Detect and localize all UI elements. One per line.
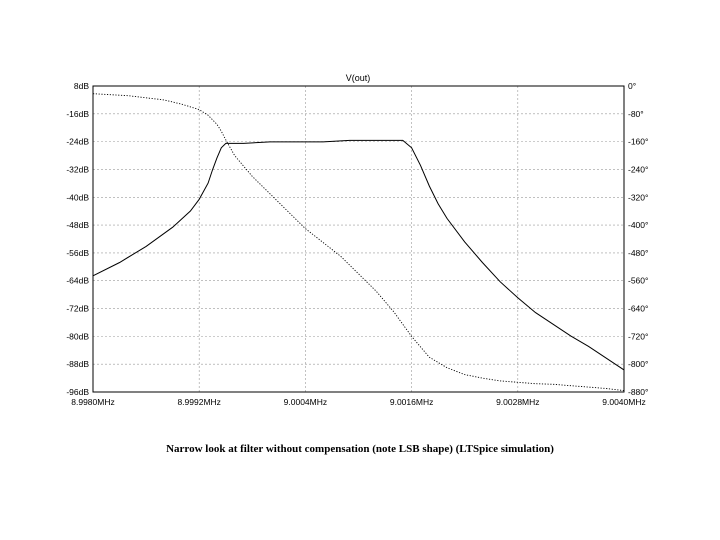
y-left-tick-label: -48dB (66, 220, 89, 230)
y-right-tick-label: -640° (628, 304, 648, 314)
y-right-tick-label: -80° (628, 109, 644, 119)
y-left-tick-label: 8dB (74, 81, 89, 91)
axis-tick-labels: 8dB 0° -16dB -80° -24dB -160° -32dB -240° -40dB -… (66, 81, 648, 407)
plot-frame (92, 85, 625, 393)
y-right-tick-label: -320° (628, 192, 648, 202)
series-layer (92, 93, 625, 392)
y-right-tick-label: -880° (628, 387, 648, 397)
x-tick-label: 9.0016MHz (390, 397, 433, 407)
grid-lines (93, 86, 624, 392)
magnitude-series-line (92, 139, 625, 371)
x-tick-label: 9.0004MHz (284, 397, 327, 407)
y-right-tick-label: -480° (628, 248, 648, 258)
y-left-tick-label: -24dB (66, 137, 89, 147)
y-left-tick-label: -72dB (66, 304, 89, 314)
figure-caption: Narrow look at filter without compensati… (166, 443, 554, 455)
y-right-tick-label: -720° (628, 331, 648, 341)
x-tick-label: 9.0040MHz (602, 397, 645, 407)
chart-title: V(out) (346, 73, 371, 83)
x-tick-label: 8.9992MHz (177, 397, 220, 407)
phase-series-line (92, 93, 625, 392)
y-right-tick-label: 0° (628, 81, 636, 91)
y-left-tick-label: -96dB (66, 387, 89, 397)
y-left-tick-label: -80dB (66, 331, 89, 341)
y-left-tick-label: -40dB (66, 192, 89, 202)
y-left-tick-label: -32dB (66, 164, 89, 174)
x-tick-label: 8.9980MHz (71, 397, 114, 407)
y-right-tick-label: -160° (628, 137, 648, 147)
x-tick-label: 9.0028MHz (496, 397, 539, 407)
y-left-tick-label: -88dB (66, 359, 89, 369)
y-right-tick-label: -800° (628, 359, 648, 369)
y-right-tick-label: -240° (628, 164, 648, 174)
y-left-tick-label: -16dB (66, 109, 89, 119)
y-left-tick-label: -56dB (66, 248, 89, 258)
y-left-tick-label: -64dB (66, 276, 89, 286)
y-right-tick-label: -560° (628, 276, 648, 286)
y-right-tick-label: -400° (628, 220, 648, 230)
